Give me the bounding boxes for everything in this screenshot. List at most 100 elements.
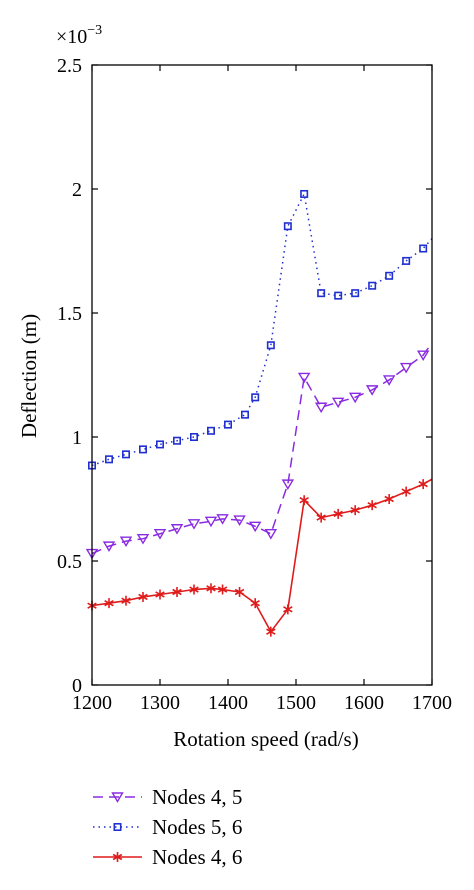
data-point [297,372,311,384]
data-point [136,533,150,545]
data-point [105,455,114,464]
y-tick-label: 2.5 [57,55,82,77]
data-point [283,222,292,231]
y-multiplier-label: ×10−3 [56,23,102,48]
data-point [418,479,428,490]
data-point [283,604,293,615]
data-point [251,393,260,402]
data-point [170,524,184,535]
data-point [300,189,309,198]
star-stroke [217,586,228,593]
data-point [112,852,123,862]
data-point [350,505,360,516]
star-stroke [333,510,343,518]
star-stroke [418,480,428,488]
data-point [334,291,343,300]
star-stroke [155,591,165,598]
data-point [104,598,114,609]
star-stroke [250,599,260,607]
legend-label: Nodes 4, 5 [152,785,242,809]
y-axis-label: Deflection (m) [17,314,41,438]
plot-frame [91,64,433,686]
data-point [351,289,360,298]
x-tick-label: 1400 [208,692,248,714]
star-stroke [350,506,360,514]
data-point [190,432,199,441]
legend-label: Nodes 5, 6 [152,815,242,839]
data-point [368,281,377,290]
data-point [122,450,131,459]
star-stroke [367,502,377,509]
star-stroke [206,585,216,592]
data-point [399,362,413,374]
y-tick-label: 0.5 [57,551,82,573]
data-point [250,598,260,609]
data-point [173,436,182,445]
data-point [206,583,216,594]
star-stroke [266,628,276,635]
data-point [248,521,262,533]
data-point [189,584,199,595]
data-point [217,584,228,595]
data-point [119,536,133,548]
data-point [139,445,148,454]
data-point [155,589,165,600]
data-point [367,500,377,511]
data-point [207,426,216,435]
series-layer [85,189,433,637]
data-point [204,516,218,528]
x-tick-label: 1700 [412,692,452,714]
star-stroke [316,514,326,521]
data-point [314,402,328,414]
data-point [264,529,278,540]
data-point [419,244,428,253]
data-point [172,587,182,597]
data-point [402,256,411,265]
y-tick-label: 0 [72,675,82,697]
star-stroke [189,586,199,593]
star-stroke [104,599,114,607]
data-point [187,519,201,530]
y-tick-label: 1 [72,427,82,449]
data-point [153,529,167,540]
data-point [385,271,394,280]
data-point [299,495,309,506]
x-tick-label: 1200 [72,692,112,714]
star-stroke [121,597,131,604]
data-point [138,591,148,602]
star-stroke [401,488,411,495]
data-point [216,514,229,525]
data-point [348,392,362,404]
star-stroke [112,853,123,861]
x-axis-label: Rotation speed (rad/s) [173,727,358,751]
data-point [224,420,233,429]
star-stroke [138,593,148,601]
x-tick-label: 1500 [276,692,316,714]
data-point [266,341,275,350]
data-point [266,626,276,637]
data-point [102,541,116,553]
y-tick-label: 2 [72,179,82,201]
data-point [401,486,411,497]
star-stroke [172,588,182,596]
data-point [333,508,343,519]
data-point [113,822,122,831]
series-line [91,342,433,555]
star-stroke [384,495,394,503]
data-point [316,512,326,523]
x-tick-label: 1600 [344,692,384,714]
data-point [234,587,245,597]
data-point [317,289,326,298]
data-point [382,375,396,386]
data-point [241,410,250,419]
star-stroke [299,497,309,504]
data-point [156,440,165,449]
star-stroke [283,606,293,613]
data-point [281,479,295,491]
data-point [233,515,246,526]
legend: Nodes 4, 5 Nodes 5, 6 Nodes 4, 6 [93,785,242,869]
y-tick-label: 1.5 [57,303,82,325]
data-point [121,595,131,606]
